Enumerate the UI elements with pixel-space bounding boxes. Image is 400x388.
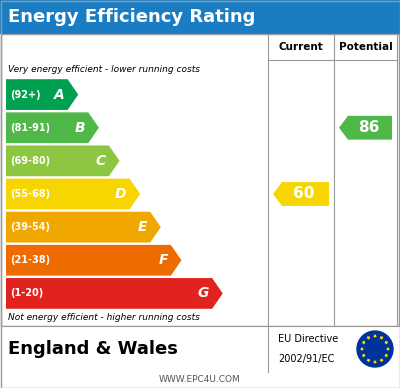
Text: (69-80): (69-80) (10, 156, 50, 166)
Polygon shape (373, 360, 377, 364)
Text: C: C (96, 154, 106, 168)
Text: Not energy efficient - higher running costs: Not energy efficient - higher running co… (8, 314, 200, 322)
Polygon shape (6, 146, 120, 176)
Polygon shape (380, 336, 384, 340)
Text: 60: 60 (293, 187, 315, 201)
Text: EU Directive: EU Directive (278, 334, 338, 344)
Polygon shape (366, 359, 370, 362)
Text: Energy Efficiency Rating: Energy Efficiency Rating (8, 8, 255, 26)
Polygon shape (386, 347, 390, 351)
Polygon shape (362, 341, 366, 345)
Text: G: G (198, 286, 209, 300)
Text: (55-68): (55-68) (10, 189, 50, 199)
Text: England & Wales: England & Wales (8, 340, 178, 358)
Polygon shape (380, 359, 384, 362)
Text: 86: 86 (358, 120, 379, 135)
Text: 2002/91/EC: 2002/91/EC (278, 354, 334, 364)
Polygon shape (6, 178, 140, 210)
Polygon shape (6, 79, 78, 110)
Polygon shape (6, 212, 161, 242)
Circle shape (357, 331, 393, 367)
Text: (92+): (92+) (10, 90, 41, 100)
Bar (1, 34, 399, 326)
Text: WWW.EPC4U.COM: WWW.EPC4U.COM (159, 376, 241, 385)
Text: (1-20): (1-20) (10, 288, 43, 298)
Text: E: E (138, 220, 147, 234)
Text: Very energy efficient - lower running costs: Very energy efficient - lower running co… (8, 64, 200, 73)
Polygon shape (366, 336, 370, 340)
Text: (39-54): (39-54) (10, 222, 50, 232)
Bar (1, 326, 399, 372)
Polygon shape (6, 245, 182, 275)
Polygon shape (360, 347, 364, 351)
Text: Potential: Potential (339, 42, 392, 52)
Bar (0, 0, 400, 34)
Polygon shape (6, 278, 223, 309)
Text: (81-91): (81-91) (10, 123, 50, 133)
Polygon shape (373, 334, 377, 338)
Text: F: F (158, 253, 168, 267)
Polygon shape (384, 354, 388, 358)
Text: Current: Current (279, 42, 323, 52)
Polygon shape (6, 113, 99, 143)
Text: (21-38): (21-38) (10, 255, 50, 265)
Text: B: B (75, 121, 85, 135)
Polygon shape (384, 341, 388, 345)
Text: D: D (115, 187, 126, 201)
Polygon shape (362, 354, 366, 358)
Polygon shape (339, 116, 392, 140)
Text: A: A (54, 88, 65, 102)
Polygon shape (273, 182, 329, 206)
